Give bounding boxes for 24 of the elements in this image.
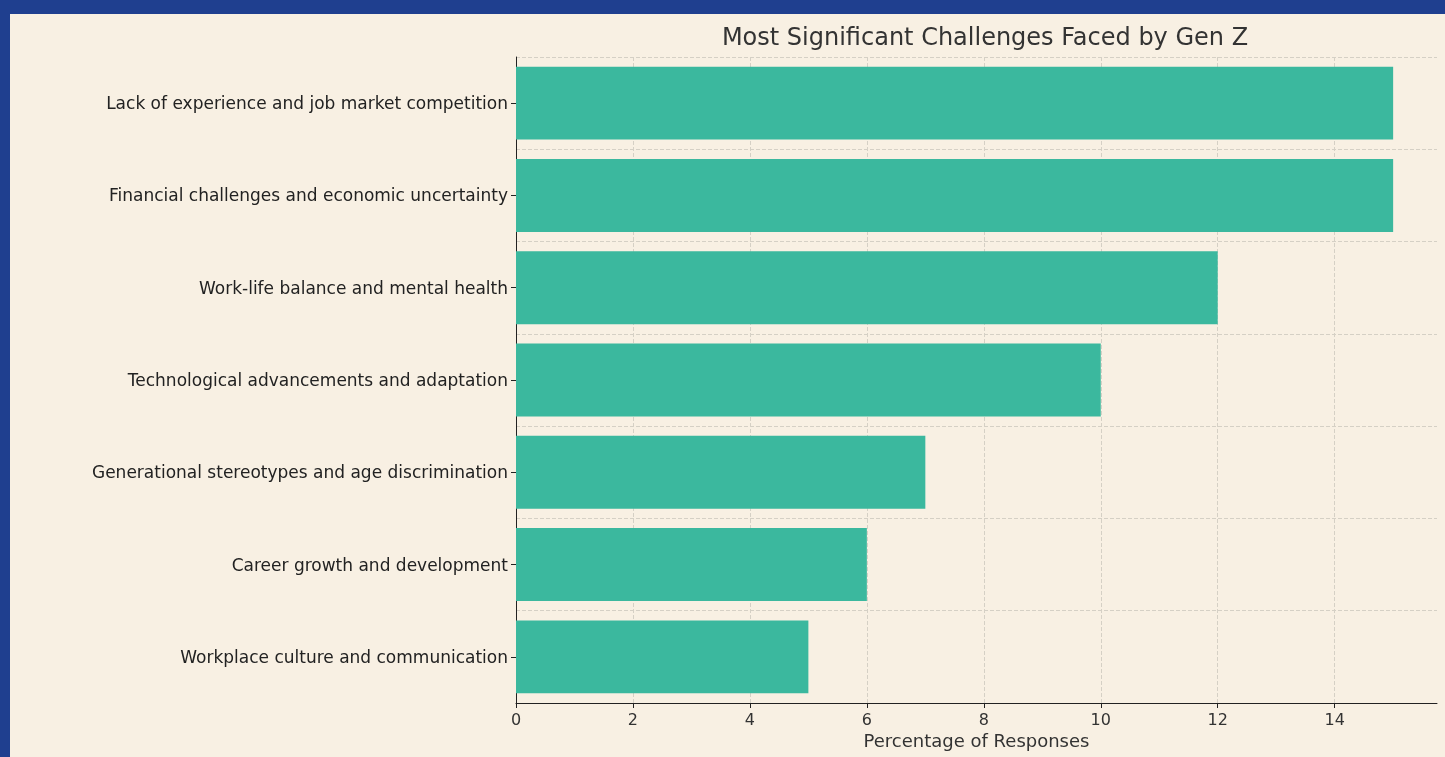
bar (516, 66, 1394, 140)
x-tick-label: 10 (1090, 709, 1111, 729)
x-tick-label: 14 (1324, 709, 1345, 729)
bar (516, 343, 1101, 417)
bar (516, 251, 1218, 325)
x-axis-title: Percentage of Responses (863, 730, 1090, 752)
y-tick-label: Generational stereotypes and age discrimination (91, 462, 508, 483)
bar (516, 158, 1394, 232)
bar (516, 528, 867, 602)
y-tick-label: Work-life balance and mental health (198, 277, 508, 298)
chart-title: Most Significant Challenges Faced by Gen Z (721, 23, 1249, 51)
x-tick-label: 4 (744, 709, 755, 729)
x-tick-label: 2 (627, 709, 639, 729)
x-tick-label: 6 (861, 709, 872, 729)
y-tick-label: Technological advancements and adaptation (126, 370, 508, 390)
x-tick-label: 8 (978, 709, 989, 729)
x-tick-label: 0 (510, 709, 522, 729)
bar (516, 620, 809, 694)
y-tick-label: Workplace culture and communication (180, 646, 508, 667)
x-tick-label: 12 (1207, 709, 1228, 729)
y-tick-label: Financial challenges and economic uncertainty (108, 185, 508, 206)
y-tick-label: Career growth and development (231, 554, 509, 575)
bar (516, 435, 926, 509)
y-tick-label: Lack of experience and job market competition (106, 93, 508, 114)
